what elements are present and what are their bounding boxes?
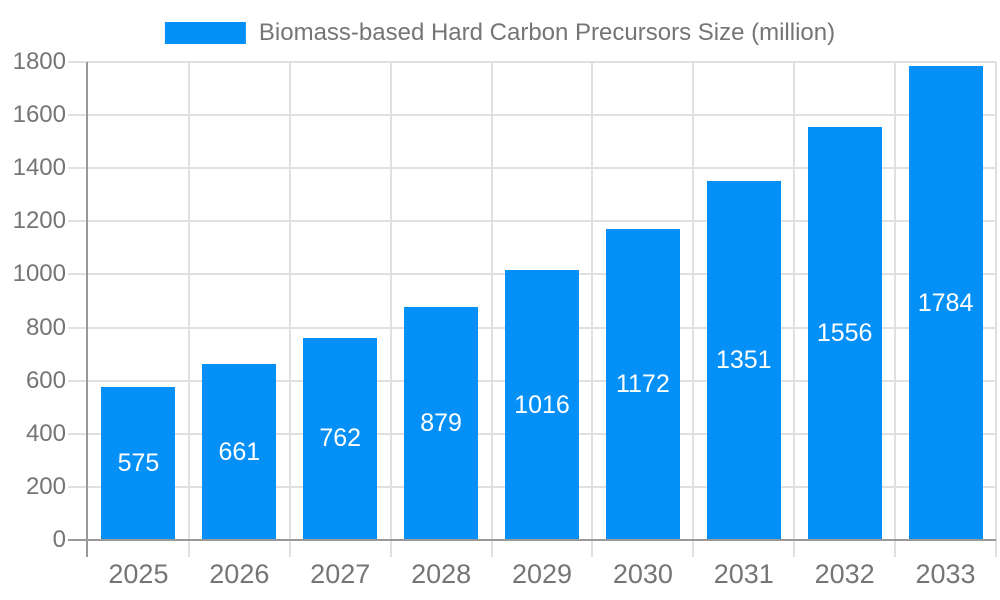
bar-value-label: 762 — [319, 424, 362, 453]
bar-value-label: 1172 — [615, 369, 670, 398]
bar: 879 — [404, 306, 479, 540]
bar: 1172 — [605, 228, 680, 540]
bar-value-label: 879 — [420, 408, 462, 437]
x-tick-label: 2028 — [411, 559, 472, 589]
bar: 1556 — [807, 126, 882, 540]
x-tick-label: 2032 — [814, 559, 875, 589]
x-tick-label: 2027 — [310, 559, 371, 589]
plot-area: 0 200 400 600 800 1000 1200 1400 1600 1800 575 2025… — [13, 49, 997, 589]
legend-color-swatch — [164, 22, 246, 44]
x-tick-label: 2029 — [511, 559, 573, 589]
y-tick-label: 1000 — [12, 260, 66, 288]
y-tick-label: 1200 — [12, 207, 66, 235]
x-gridline — [187, 62, 190, 557]
y-tick-label: 200 — [25, 472, 66, 500]
x-gridline — [389, 62, 392, 557]
x-gridline — [995, 62, 997, 557]
bar: 661 — [202, 364, 277, 540]
x-tick-label: 2031 — [713, 559, 774, 589]
y-tick-label: 1800 — [12, 48, 66, 75]
x-gridline — [490, 62, 493, 557]
bar-value-label: 661 — [218, 437, 261, 466]
y-tick-label: 0 — [52, 526, 66, 553]
bar-value-label: 1556 — [816, 318, 873, 347]
y-gridline — [68, 167, 996, 170]
bar-value-label: 1016 — [514, 390, 570, 419]
y-tick-label: 600 — [25, 366, 66, 394]
y-gridline — [68, 220, 996, 223]
bar: 575 — [101, 387, 176, 540]
x-tick-label: 2033 — [915, 559, 976, 589]
y-tick-label: 800 — [25, 313, 66, 341]
x-tick-label: 2030 — [612, 559, 673, 589]
x-axis-line — [68, 539, 996, 541]
legend-label: Biomass-based Hard Carbon Precursors Siz… — [258, 19, 836, 46]
x-gridline — [591, 62, 594, 557]
bar-value-label: 1784 — [917, 288, 974, 317]
y-gridline — [68, 114, 996, 117]
legend-item[interactable]: Biomass-based Hard Carbon Precursors Siz… — [164, 19, 836, 47]
y-tick-label: 1600 — [12, 101, 66, 129]
y-tick-label: 400 — [25, 419, 66, 447]
bar: 1016 — [505, 270, 579, 540]
x-gridline — [894, 62, 897, 557]
y-gridline — [68, 61, 996, 63]
bar: 762 — [303, 337, 378, 540]
bar-value-label: 1351 — [715, 346, 772, 375]
x-gridline — [288, 62, 291, 557]
bar: 1351 — [706, 181, 781, 540]
bar: 1784 — [908, 66, 983, 540]
x-gridline — [793, 62, 796, 557]
x-gridline — [692, 62, 695, 557]
x-tick-label: 2025 — [108, 559, 169, 589]
y-tick-label: 1400 — [12, 154, 66, 182]
y-axis-line — [86, 62, 88, 557]
bar-value-label: 575 — [117, 449, 160, 478]
x-tick-label: 2026 — [209, 559, 270, 589]
